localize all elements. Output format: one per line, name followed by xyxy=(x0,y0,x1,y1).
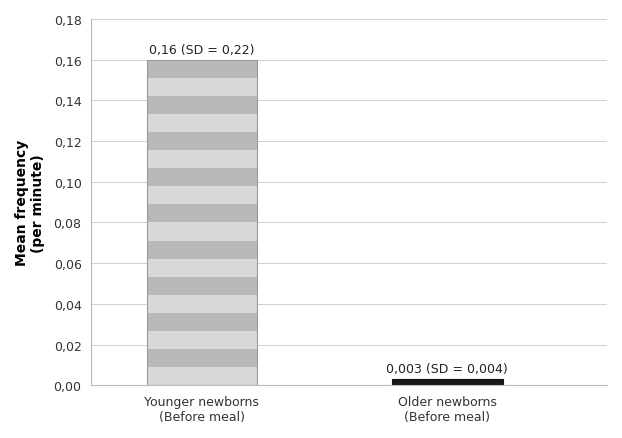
Bar xyxy=(147,277,257,295)
Bar xyxy=(147,133,257,151)
Bar xyxy=(147,151,257,169)
Bar xyxy=(147,313,257,331)
Bar xyxy=(147,241,257,259)
Bar xyxy=(147,97,257,115)
Bar xyxy=(147,367,257,385)
Bar xyxy=(147,259,257,277)
Bar xyxy=(147,187,257,205)
Bar xyxy=(147,331,257,349)
Bar xyxy=(147,349,257,367)
Bar xyxy=(147,60,257,78)
Bar xyxy=(147,169,257,187)
Text: 0,003 (SD = 0,004): 0,003 (SD = 0,004) xyxy=(386,362,508,375)
Bar xyxy=(147,295,257,313)
Bar xyxy=(147,78,257,97)
Bar xyxy=(147,223,257,241)
Bar xyxy=(147,205,257,223)
Bar xyxy=(392,379,503,385)
Y-axis label: Mean frequency
(per minute): Mean frequency (per minute) xyxy=(15,140,45,266)
Text: 0,16 (SD = 0,22): 0,16 (SD = 0,22) xyxy=(149,43,254,57)
Bar xyxy=(147,115,257,133)
